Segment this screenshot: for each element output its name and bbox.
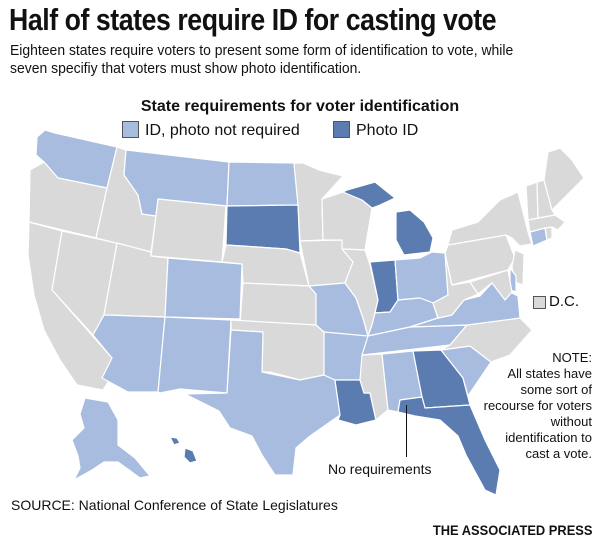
state-alaska (71, 397, 151, 481)
legend-item-id-not-photo: ID, photo not required (122, 121, 300, 139)
state-new-mexico (157, 316, 232, 394)
credit-line: THE ASSOCIATED PRESS (432, 522, 592, 538)
note-text: All states have some sort of recourse fo… (483, 366, 592, 461)
subheadline-line-2: seven specifiy that voters must show pho… (10, 60, 362, 77)
legend-swatch-photo (333, 121, 350, 138)
dc-swatch (533, 296, 546, 309)
state-hawaii-islands (169, 436, 181, 446)
legend-item-photo-id: Photo ID (333, 121, 418, 139)
state-north-dakota (226, 161, 299, 207)
state-florida (397, 396, 501, 496)
source-line: SOURCE: National Conference of State Leg… (11, 497, 338, 513)
state-kansas (239, 282, 317, 326)
state-michigan (342, 181, 396, 209)
no-requirements-label: No requirements (328, 461, 432, 477)
subheadline-line-1: Eighteen states require voters to presen… (10, 42, 514, 59)
state-ohio (394, 251, 449, 304)
legend-title: State requirements for voter identificat… (140, 98, 460, 115)
state-maine (543, 147, 585, 211)
state-massachusetts (527, 214, 566, 233)
subheadline: Eighteen states require voters to presen… (10, 42, 559, 78)
legend-swatch-id (122, 121, 139, 138)
state-vermont (525, 181, 539, 221)
state-wyoming (150, 198, 227, 263)
note: NOTE: All states have some sort of recou… (482, 350, 592, 462)
no-requirements-leader-line (406, 405, 407, 457)
dc-label: D.C. (549, 293, 579, 310)
state-texas (184, 329, 341, 476)
legend-label-id: ID, photo not required (145, 122, 300, 139)
state-new-york (447, 191, 533, 247)
legend-label-photo: Photo ID (356, 122, 419, 139)
state-new-hampshire (536, 179, 556, 219)
note-title: NOTE: (552, 350, 592, 365)
state-hawaii (183, 447, 198, 464)
state-west-virginia (432, 252, 479, 319)
state-colorado (164, 257, 243, 320)
headline: Half of states require ID for casting vo… (9, 2, 497, 37)
state-michigan-lower (395, 209, 434, 256)
state-maryland (469, 269, 513, 301)
